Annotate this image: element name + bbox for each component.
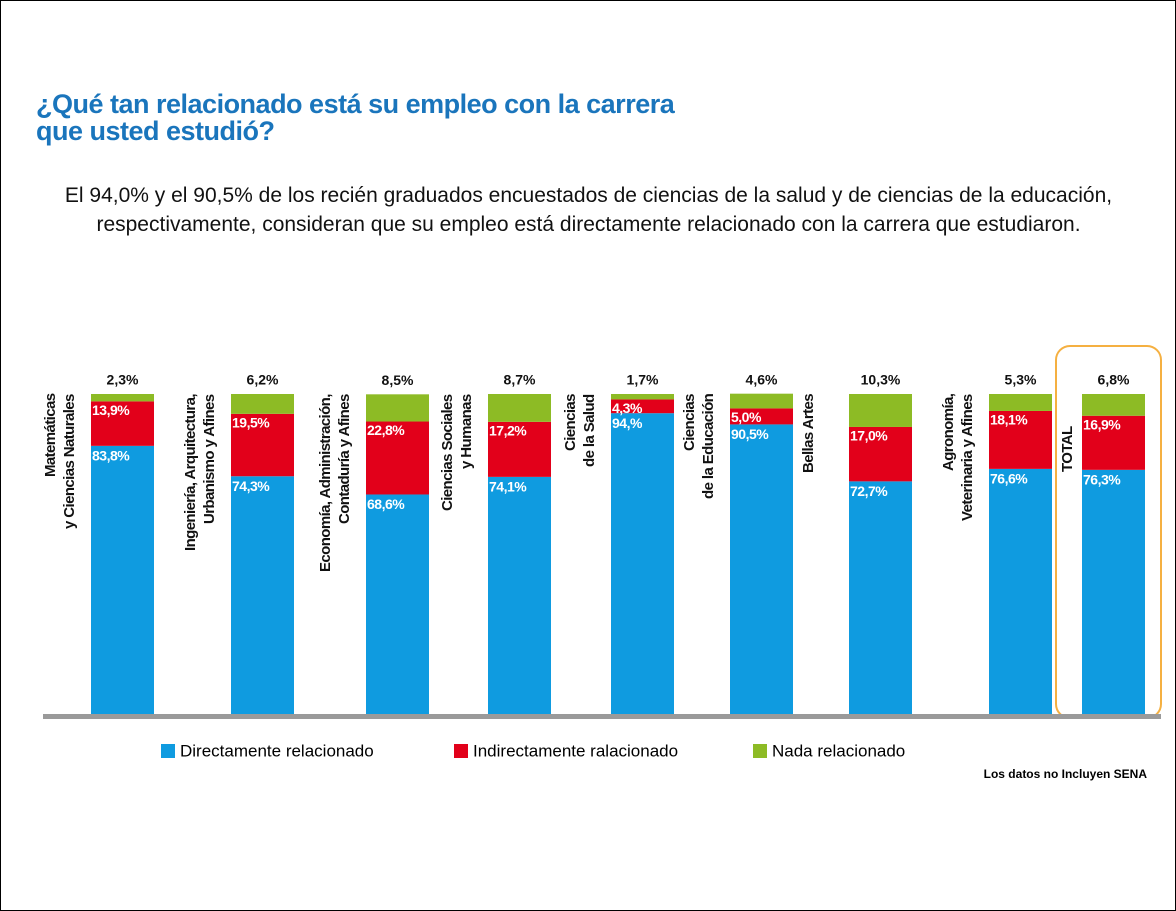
bar-segment <box>366 394 429 422</box>
value-label: 10,3% <box>861 372 901 388</box>
baseline <box>43 714 1161 719</box>
bar-segment <box>611 394 674 400</box>
bar-segment <box>1082 394 1145 416</box>
legend-swatch <box>454 744 468 758</box>
bar-segment <box>91 401 154 446</box>
value-label: 76,6% <box>990 471 1028 487</box>
bar-segment <box>231 476 294 714</box>
value-label: 4,6% <box>746 371 778 387</box>
value-label: 8,7% <box>504 372 536 388</box>
bar-segment <box>989 410 1052 469</box>
bar-segment <box>231 394 294 414</box>
bar-segment <box>1082 469 1145 714</box>
value-label: 76,3% <box>1083 472 1121 488</box>
bar-segment <box>488 394 551 422</box>
value-label: 17,2% <box>489 423 527 439</box>
value-label: 6,8% <box>1098 372 1130 388</box>
bar-segment <box>611 413 674 714</box>
legend-swatch <box>753 744 767 758</box>
bar-segment <box>366 494 429 714</box>
bar-segment <box>730 393 793 409</box>
category-label: Ciencias de la Salud <box>562 394 598 467</box>
category-label: Ciencias de la Educación <box>681 394 717 500</box>
bar-segment <box>730 408 793 425</box>
value-label: 83,8% <box>92 448 130 464</box>
value-label: 74,1% <box>489 479 527 495</box>
bar-segment <box>849 426 912 482</box>
value-label: 1,7% <box>627 372 659 388</box>
value-label: 2,3% <box>107 372 139 388</box>
bar-segment <box>989 468 1052 714</box>
category-label: Agronomía, Veterinaria y Afines <box>940 394 976 521</box>
value-label: 5,3% <box>1005 372 1037 388</box>
bar-segment <box>91 445 154 714</box>
value-label: 5,0% <box>731 409 762 425</box>
bar-segment <box>611 399 674 414</box>
value-label: 74,3% <box>232 478 270 494</box>
category-label: Ingeniería, Arquitectura, Urbanismo y Af… <box>182 394 218 551</box>
chart-title: ¿Qué tan relacionado está su empleo con … <box>36 89 675 146</box>
legend-label: Indirectamente ralacionado <box>473 741 678 760</box>
value-label: 4,3% <box>612 400 643 416</box>
value-label: 94,% <box>612 415 643 431</box>
bar-segment <box>488 421 551 477</box>
value-label: 13,9% <box>92 402 130 418</box>
note: Los datos no Incluyen SENA <box>983 767 1147 781</box>
bar-segment <box>849 394 912 427</box>
value-label: 6,2% <box>247 372 279 388</box>
legend-label: Nada relacionado <box>772 741 905 760</box>
category-label: Matemáticas y Ciencias Naturales <box>42 394 78 529</box>
legend-label: Directamente relacionado <box>180 741 374 760</box>
value-label: 90,5% <box>731 426 769 442</box>
value-label: 8,5% <box>382 372 414 388</box>
value-label: 72,7% <box>850 483 888 499</box>
value-label: 22,8% <box>367 422 405 438</box>
value-label: 17,0% <box>850 428 888 444</box>
bar-segment <box>1082 415 1145 470</box>
category-label: Ciencias Sociales y Humanas <box>439 394 475 511</box>
bar-segment <box>91 394 154 402</box>
chart-subtitle: El 94,0% y el 90,5% de los recién gradua… <box>64 184 1113 236</box>
legend-swatch <box>161 744 175 758</box>
value-label: 18,1% <box>990 412 1028 428</box>
bar-segment <box>730 424 793 714</box>
bar-segment <box>231 413 294 477</box>
bar-segment <box>849 481 912 714</box>
bar-segment <box>488 476 551 714</box>
bar-segment <box>989 394 1052 411</box>
value-label: 19,5% <box>232 415 270 431</box>
value-label: 68,6% <box>367 496 405 512</box>
category-label: TOTAL <box>1059 426 1076 472</box>
category-label: Economía, Administración, Contaduría y A… <box>317 394 353 572</box>
value-label: 16,9% <box>1083 416 1121 432</box>
bar-segment <box>366 421 429 495</box>
category-label: Bellas Artes <box>800 394 817 473</box>
